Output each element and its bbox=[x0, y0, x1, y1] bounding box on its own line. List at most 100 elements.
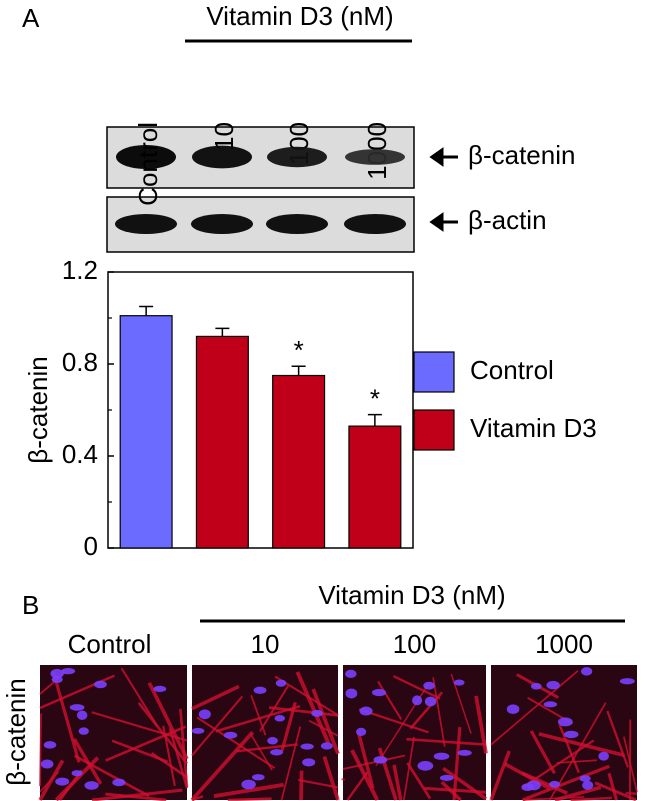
nucleus bbox=[223, 731, 238, 739]
fiber bbox=[105, 792, 167, 801]
nucleus bbox=[112, 778, 126, 787]
error-bar bbox=[367, 413, 382, 427]
fiber bbox=[521, 764, 610, 801]
arrow bbox=[429, 147, 458, 167]
bar bbox=[119, 315, 173, 549]
fiber bbox=[607, 772, 618, 801]
nucleus bbox=[371, 688, 387, 697]
nucleus bbox=[251, 774, 265, 781]
fiber bbox=[377, 680, 403, 721]
bar bbox=[195, 335, 249, 549]
column-label: 100 bbox=[393, 629, 436, 659]
y-tick-label: 1.2 bbox=[62, 255, 98, 285]
nucleus bbox=[153, 685, 167, 693]
nucleus bbox=[302, 758, 316, 767]
nucleus bbox=[51, 675, 63, 684]
band bbox=[116, 145, 176, 169]
fiber bbox=[623, 736, 638, 793]
panel-label: A bbox=[22, 3, 40, 33]
column-label: 1000 bbox=[535, 629, 593, 659]
fiber bbox=[51, 671, 81, 763]
nucleus bbox=[40, 759, 54, 769]
nucleus bbox=[557, 717, 573, 727]
nucleus bbox=[619, 678, 635, 685]
fiber bbox=[442, 766, 488, 801]
fiber bbox=[570, 796, 613, 801]
fiber bbox=[504, 762, 551, 790]
fiber bbox=[452, 726, 462, 801]
fiber bbox=[490, 670, 579, 746]
blot-label: β-catenin bbox=[468, 140, 575, 170]
fiber bbox=[191, 795, 204, 801]
y-tick-label: 0.8 bbox=[62, 347, 98, 377]
nucleus bbox=[453, 679, 465, 686]
nucleus bbox=[457, 749, 472, 756]
nucleus bbox=[563, 730, 579, 739]
nucleus bbox=[439, 774, 454, 781]
fiber bbox=[606, 710, 630, 768]
nucleus bbox=[549, 780, 561, 788]
nucleus bbox=[198, 709, 211, 720]
fiber bbox=[556, 759, 597, 764]
nucleus bbox=[506, 704, 520, 715]
nucleus bbox=[94, 680, 107, 689]
fiber bbox=[213, 782, 284, 799]
column-label: 10 bbox=[251, 629, 280, 659]
nucleus bbox=[43, 741, 57, 749]
band bbox=[345, 149, 405, 165]
fiber bbox=[558, 724, 580, 774]
nucleus bbox=[356, 727, 367, 736]
blot-label: β-actin bbox=[468, 205, 547, 235]
nucleus bbox=[546, 680, 560, 690]
nucleus bbox=[579, 775, 591, 782]
nucleus bbox=[191, 727, 205, 734]
significance: * bbox=[370, 383, 380, 413]
error-bar bbox=[291, 365, 306, 376]
nucleus bbox=[530, 682, 542, 690]
nucleus bbox=[76, 710, 88, 720]
nucleus bbox=[241, 779, 256, 790]
band bbox=[266, 214, 328, 234]
nucleus bbox=[433, 752, 450, 760]
nucleus bbox=[275, 679, 287, 687]
band bbox=[267, 146, 327, 168]
fiber bbox=[406, 737, 487, 746]
fiber bbox=[322, 755, 340, 801]
fiber bbox=[215, 705, 301, 733]
fiber bbox=[104, 725, 187, 762]
fiber bbox=[311, 688, 340, 755]
nucleus bbox=[253, 686, 267, 694]
nucleus bbox=[527, 780, 541, 791]
fiber bbox=[120, 667, 159, 728]
fiber bbox=[268, 706, 339, 717]
band bbox=[344, 214, 406, 234]
fiber bbox=[440, 780, 462, 801]
nucleus bbox=[424, 696, 437, 707]
nucleus bbox=[412, 695, 423, 706]
fiber bbox=[191, 684, 240, 711]
row-label: β-catenin bbox=[1, 678, 31, 785]
y-tick-label: 0.4 bbox=[62, 439, 98, 469]
fiber bbox=[406, 762, 432, 800]
legend-label: Vitamin D3 bbox=[470, 413, 597, 443]
nucleus bbox=[300, 743, 314, 750]
nucleus bbox=[71, 770, 83, 777]
fiber bbox=[402, 736, 415, 801]
fiber bbox=[91, 788, 183, 801]
legend-label: Control bbox=[470, 355, 554, 385]
fiber bbox=[308, 719, 339, 737]
nucleus bbox=[84, 781, 99, 790]
y-tick-label: 0 bbox=[84, 531, 98, 561]
band bbox=[115, 214, 177, 234]
fiber bbox=[190, 730, 255, 801]
fiber bbox=[489, 750, 511, 801]
error-bar bbox=[215, 327, 230, 337]
band bbox=[191, 214, 253, 234]
fiber bbox=[38, 759, 65, 801]
nucleus bbox=[267, 736, 278, 745]
fiber bbox=[280, 701, 297, 752]
panel-label: B bbox=[22, 590, 39, 620]
nucleus bbox=[581, 667, 593, 676]
